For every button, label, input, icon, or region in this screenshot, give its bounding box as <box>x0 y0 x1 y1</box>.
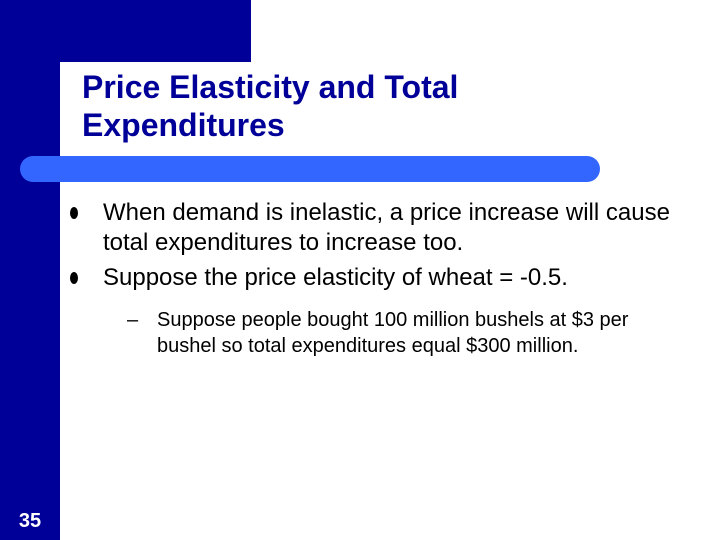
bullet-text: When demand is inelastic, a price increa… <box>103 199 670 256</box>
bullet-text: Suppose the price elasticity of wheat = … <box>103 264 568 291</box>
title-rounded-corner <box>60 62 251 158</box>
dash-icon: – <box>127 309 139 331</box>
slide-number: 35 <box>18 510 42 532</box>
bullet-item: When demand is inelastic, a price increa… <box>70 198 690 258</box>
bullet-dot-icon <box>70 207 78 219</box>
slide-title: Price Elasticity and Total Expenditures <box>82 69 459 143</box>
bullet-item: Suppose the price elasticity of wheat = … <box>70 263 690 293</box>
bullet-dot-icon <box>70 272 78 284</box>
bullet-list: When demand is inelastic, a price increa… <box>70 198 690 359</box>
sub-bullet-item: – Suppose people bought 100 million bush… <box>127 307 677 359</box>
left-sidebar-bar <box>0 0 60 540</box>
sub-bullet-text: Suppose people bought 100 million bushel… <box>157 309 629 357</box>
title-divider-bar <box>20 156 600 182</box>
top-blue-block <box>0 0 251 62</box>
